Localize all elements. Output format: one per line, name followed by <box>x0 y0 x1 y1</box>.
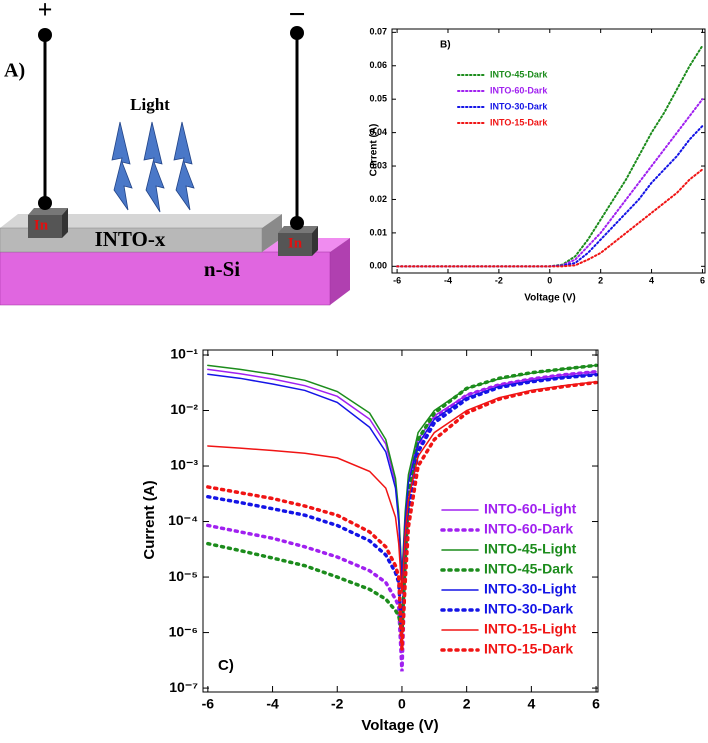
y-tick-label: 0.06 <box>369 60 387 70</box>
legend-label: INTO-60-Light <box>484 501 577 517</box>
x-tick-label: -2 <box>495 275 503 285</box>
contact-side <box>62 208 68 238</box>
y-tick-label: 0.07 <box>369 27 387 37</box>
x-tick-label: 4 <box>527 695 535 711</box>
polarity-label: + <box>38 0 53 24</box>
legend-label: INTO-15-Light <box>484 621 577 637</box>
legend-label: INTO-60-Dark <box>490 85 548 95</box>
substrate-front <box>0 251 331 306</box>
wire-end <box>290 216 304 230</box>
y-tick-label: 10⁻⁴ <box>168 512 198 528</box>
series-line <box>396 168 704 268</box>
light-bolt <box>173 121 195 211</box>
contact-label: In <box>34 217 49 233</box>
x-axis-label: Voltage (V) <box>361 717 438 734</box>
legend-label: INTO-30-Light <box>484 581 577 597</box>
x-tick-label: -6 <box>202 695 215 711</box>
device-diagram: A) + − Light In In INTO-x n-Si <box>0 0 350 306</box>
y-axis-label: Current (A) <box>141 480 158 559</box>
y-tick-label: 10⁻⁶ <box>169 623 198 639</box>
y-tick-label: 10⁻⁷ <box>169 679 198 695</box>
plot-frame <box>202 349 599 693</box>
x-tick-label: 4 <box>649 275 654 285</box>
film-side <box>262 214 282 252</box>
plot-frame <box>391 28 706 274</box>
wire-end <box>290 26 304 40</box>
y-tick-label: 10⁻⁵ <box>168 568 198 584</box>
legend-label: INTO-30-Dark <box>490 101 548 111</box>
y-axis-label: Current (A) <box>369 124 380 177</box>
wire-end <box>38 196 52 210</box>
series-line <box>206 373 598 633</box>
x-tick-label: 2 <box>463 695 471 711</box>
x-tick-label: 6 <box>592 695 600 711</box>
contact-top <box>28 208 68 215</box>
film-top <box>0 214 282 228</box>
legend-label: INTO-15-Dark <box>490 117 548 127</box>
x-axis-label: Voltage (V) <box>524 293 575 304</box>
y-tick-label: 0.05 <box>369 94 387 104</box>
x-tick-label: 0 <box>398 695 406 711</box>
panel-label: A) <box>4 60 25 82</box>
y-tick-label: 10⁻³ <box>170 457 198 473</box>
x-tick-label: 0 <box>547 275 552 285</box>
substrate-side <box>330 238 350 305</box>
polarity-label: − <box>288 0 305 31</box>
x-tick-label: -6 <box>393 275 401 285</box>
y-tick-label: 0.03 <box>369 160 387 170</box>
series-line <box>396 124 704 268</box>
film-label: INTO-x <box>95 227 166 251</box>
light-bolt <box>111 121 133 211</box>
legend-label: INTO-45-Light <box>484 541 577 557</box>
series-line <box>206 369 598 672</box>
y-tick-label: 0.01 <box>369 227 387 237</box>
panel-label: C) <box>218 657 234 674</box>
y-tick-label: 0.04 <box>369 127 387 137</box>
substrate-label: n-Si <box>204 257 240 281</box>
x-tick-label: 2 <box>598 275 603 285</box>
contact-label: In <box>288 235 303 251</box>
wire-end <box>38 28 52 42</box>
y-tick-label: 10⁻² <box>170 401 198 417</box>
legend-label: INTO-45-Dark <box>484 561 573 577</box>
contact-front <box>28 215 62 238</box>
y-tick-label: 0.00 <box>369 261 387 271</box>
light-label: Light <box>130 95 170 114</box>
series-line <box>396 44 704 268</box>
series-line <box>206 380 598 650</box>
x-tick-label: 6 <box>700 275 705 285</box>
y-tick-label: 0.02 <box>369 194 387 204</box>
y-tick-label: 10⁻¹ <box>170 346 198 362</box>
panel-label: B) <box>440 40 451 51</box>
contact-front <box>278 233 312 256</box>
x-tick-label: -4 <box>266 695 279 711</box>
x-tick-label: -2 <box>331 695 344 711</box>
x-tick-label: -4 <box>444 275 452 285</box>
contact-side <box>312 226 318 256</box>
legend-label: INTO-45-Dark <box>490 69 548 79</box>
light-bolt <box>143 121 165 213</box>
legend-label: INTO-30-Dark <box>484 601 573 617</box>
legend-label: INTO-15-Dark <box>484 641 573 657</box>
legend-label: INTO-60-Dark <box>484 521 573 537</box>
